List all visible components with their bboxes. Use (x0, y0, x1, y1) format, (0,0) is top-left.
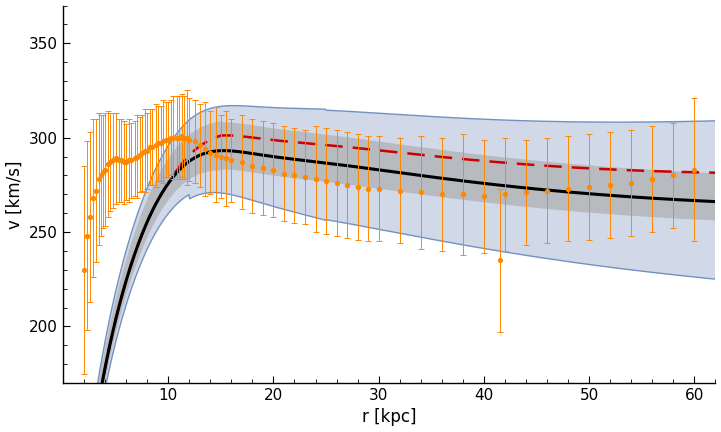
X-axis label: r [kpc]: r [kpc] (362, 408, 417, 426)
Y-axis label: v [km/s]: v [km/s] (6, 160, 24, 229)
